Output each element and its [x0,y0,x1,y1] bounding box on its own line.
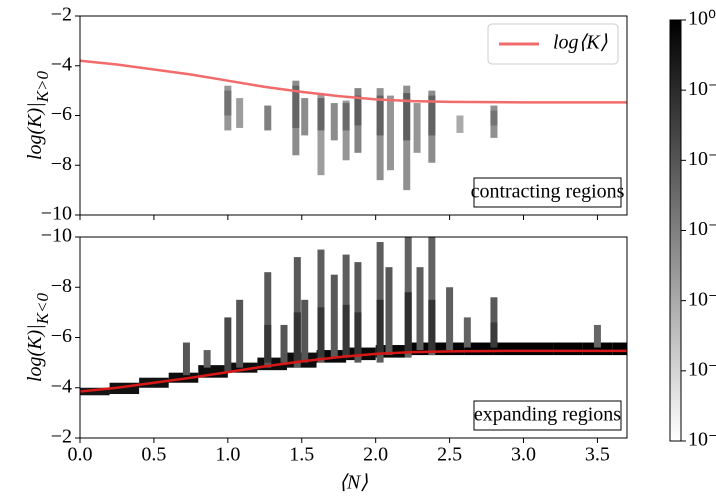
y-axis-label: log(K)|K>0 [24,70,52,160]
heat-streak [354,95,362,126]
heat-streak [264,324,272,363]
colorbar-tick-label: 10⁻⁵ [688,358,716,380]
y-axis-label-main: log(K)| [24,102,46,160]
heat-streak [456,115,464,133]
heat-streak [386,95,394,171]
heat-streak [293,312,301,363]
heat-streak [301,299,309,363]
heat-streak [301,98,309,136]
heat-streak [342,103,350,131]
heat-streak [236,98,244,128]
line [80,59,627,104]
heat-streak [428,299,436,353]
heat-streak [463,317,471,348]
y-tick-label: −8 [51,153,72,175]
heat-band-cell [553,342,583,356]
colorbar-tick-label: 10⁻² [688,148,716,170]
heat-streak [236,299,244,368]
y-axis-label-sub: K<0 [33,292,52,325]
heat-streak [376,95,384,136]
x-tick-label: 0.0 [68,444,93,466]
heat-streak [385,267,393,356]
x-tick-label: 3.5 [585,444,610,466]
y-tick-label: −2 [51,426,72,448]
heat-band-cell [109,382,140,395]
colorbar-tick-label: 10⁻³ [688,218,716,240]
heat-streak [317,307,325,358]
heat-streak [490,322,498,348]
heat-streak [404,292,412,353]
x-tick-label: 3.0 [511,444,536,466]
heat-streak [416,267,424,351]
colorbar [669,19,682,442]
y-tick-label: −10 [41,203,72,225]
y-axis-label-sub: K>0 [33,70,52,103]
x-tick-label: 2.0 [363,444,388,466]
heat-streak [264,272,272,368]
colorbar-tick-label: 10⁰ [688,8,716,30]
x-tick-label: 0.5 [141,444,166,466]
y-tick-label: −8 [51,275,72,297]
x-axis-label: ⟨N⟩ [339,472,368,494]
y-tick-label: −6 [51,325,72,347]
y-axis-label: log(K)|K<0 [24,292,52,382]
heat-streak [376,299,384,356]
line [80,349,627,393]
annotation-box [473,177,622,208]
heat-streak [224,317,232,373]
heat-streak [264,105,272,131]
heat-streak [224,90,232,116]
heat-streak [317,98,325,131]
y-tick-label: −4 [51,53,72,75]
heat-streak [330,274,338,358]
y-tick-label: −2 [51,4,72,26]
heat-streak [403,93,411,141]
heat-band-cell [493,342,524,356]
heat-streak [490,110,498,126]
plot-area [80,59,627,191]
legend-box [487,23,619,65]
y-tick-label: −4 [51,375,72,397]
x-tick-label: 1.5 [289,444,314,466]
x-tick-label: 1.0 [215,444,240,466]
heat-streak [182,342,190,376]
legend-label: log⟨K⟩ [553,32,608,54]
y-axis-label-main: log(K)| [24,324,46,382]
annotation: expanding regions [474,404,621,426]
heat-streak [280,324,288,363]
colorbar-tick-label: 10⁻⁶ [688,429,716,451]
heat-band-cell [523,342,554,356]
heat-streak [413,103,421,153]
annotation-box [473,400,622,431]
heat-streak [330,103,338,141]
heat-streak [446,287,454,351]
heat-band-cell [80,387,110,396]
heat-streak [354,312,362,356]
colorbar-tick-label: 10⁻⁴ [688,288,716,310]
heat-streak [317,249,325,363]
heat-streak [342,304,350,356]
plot-area [80,237,627,396]
colorbar-tick-label: 10⁻¹ [688,78,716,100]
y-tick-label: −10 [41,225,72,247]
heat-streak [593,324,601,348]
heat-streak [317,93,325,176]
heat-streak [428,237,436,356]
heat-streak [292,85,300,128]
heat-streak [428,95,436,136]
annotation: contracting regions [471,181,625,203]
y-tick-label: −6 [51,103,72,125]
heat-streak [203,350,211,368]
x-tick-label: 2.5 [437,444,462,466]
